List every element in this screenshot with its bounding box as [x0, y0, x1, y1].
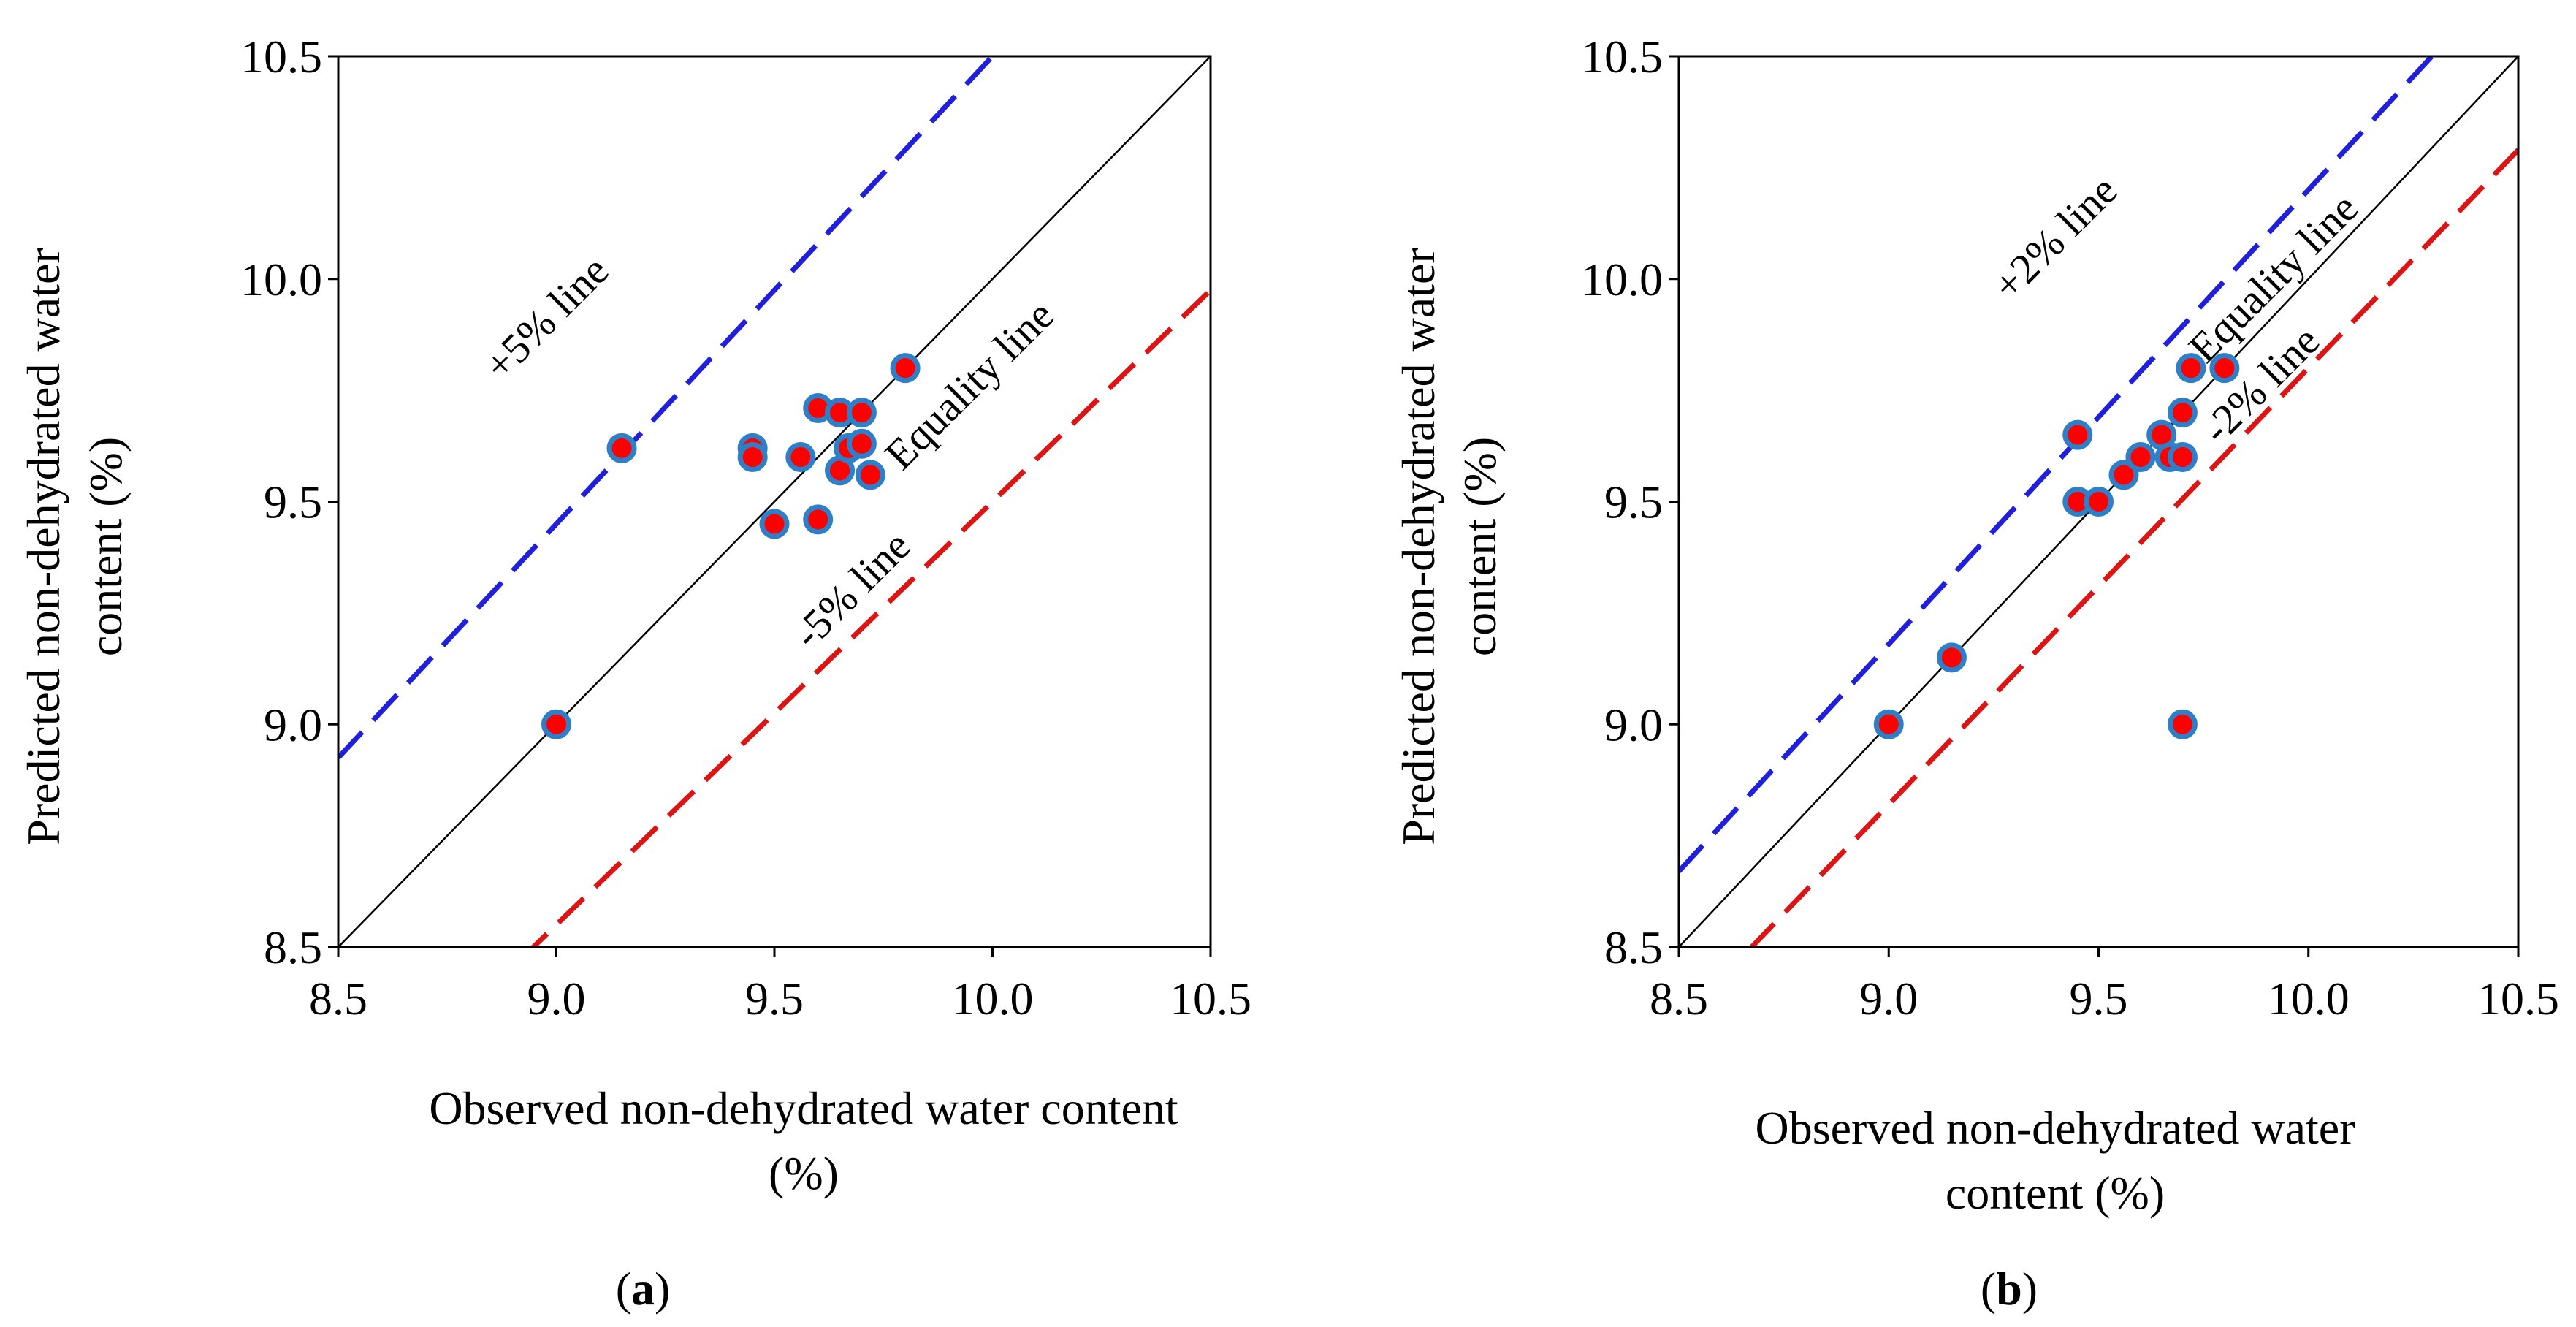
y-tick-label: 10.0	[1581, 254, 1663, 305]
x-tick-label: 8.5	[1650, 973, 1708, 1024]
y-tick-label: 8.5	[264, 921, 322, 973]
data-point	[737, 442, 768, 473]
y-tick-label: 10.0	[240, 254, 322, 305]
data-point	[846, 428, 877, 459]
chart-panel-b: 8.5 9.0 9.5 10.0 10.58.59.09.510.010.5+2% li…	[1392, 31, 2559, 1315]
y-axis-title-line-2: content (%)	[80, 437, 132, 656]
x-axis-title: Observed non-dehydrated water	[1756, 1102, 2355, 1154]
x-tick-label: 9.5	[745, 973, 804, 1024]
data-point	[2084, 487, 2114, 517]
x-tick-label: 8.5	[309, 973, 367, 1024]
x-axis-title-line-2: (%)	[769, 1147, 839, 1199]
data-point	[541, 709, 571, 739]
data-point	[1873, 709, 1904, 739]
y-tick-label: 8.5	[1604, 921, 1663, 973]
reference-line-plusminus-2pct-line	[1679, 56, 2436, 873]
x-tick-label: 10.5	[1170, 973, 1251, 1024]
data-point	[2176, 353, 2206, 384]
data-point	[2125, 442, 2156, 473]
data-point	[803, 504, 834, 535]
x-tick-label: 10.5	[2477, 973, 2559, 1024]
data-point	[2167, 442, 2198, 473]
y-axis-title-line-2: content (%)	[1454, 437, 1506, 656]
data-point	[890, 353, 921, 384]
data-point	[1936, 642, 1967, 673]
x-tick-label: 10.0	[2268, 973, 2350, 1024]
y-tick-label: 9.5	[264, 476, 322, 528]
x-tick-label: 10.0	[952, 973, 1034, 1024]
data-point	[2209, 353, 2240, 384]
data-point	[2167, 398, 2198, 428]
y-tick-label: 10.5	[240, 31, 322, 83]
y-tick-label: 9.5	[1604, 476, 1663, 528]
x-axis-title: Observed non-dehydrated water content	[429, 1082, 1178, 1134]
panel-label: (b)	[1981, 1263, 2038, 1315]
data-point	[846, 398, 877, 428]
data-point	[2108, 460, 2139, 490]
y-axis-title: Predicted non-dehydrated water	[18, 248, 69, 845]
data-point	[785, 442, 816, 473]
data-point	[2062, 419, 2093, 450]
y-tick-label: 9.0	[1604, 699, 1663, 750]
y-tick-label: 10.5	[1581, 31, 1663, 83]
x-axis-title-line-2: content (%)	[1946, 1167, 2165, 1219]
x-tick-label: 9.0	[1859, 973, 1918, 1024]
panel-label: (a)	[616, 1263, 671, 1315]
reference-line-equality-line	[338, 56, 1211, 947]
data-point	[2167, 709, 2198, 739]
x-tick-label: 9.0	[527, 973, 586, 1024]
x-tick-label: 9.5	[2070, 973, 2128, 1024]
y-tick-label: 9.0	[264, 699, 322, 750]
y-axis-title: Predicted non-dehydrated water	[1392, 248, 1444, 845]
data-point	[855, 460, 885, 490]
data-point	[606, 433, 637, 463]
reference-line-plusminus-5pct-line	[338, 56, 997, 760]
reference-lines	[338, 56, 1211, 947]
data-point	[759, 509, 790, 539]
